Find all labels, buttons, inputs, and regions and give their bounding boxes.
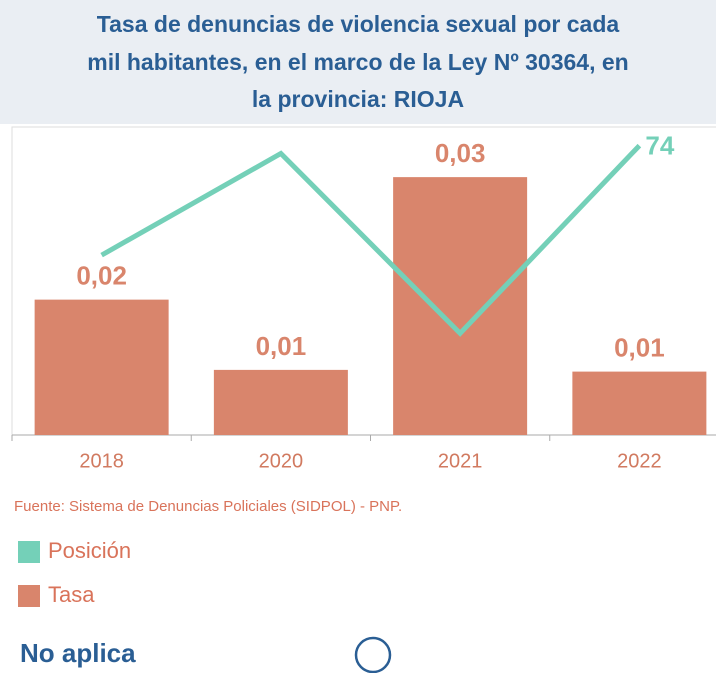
line <box>100 143 642 337</box>
x-tick-label: 2020 <box>259 450 304 472</box>
title-band <box>0 0 716 124</box>
bar <box>213 369 348 435</box>
data-label: 0,01 <box>256 331 307 361</box>
chart-title: Tasa de denuncias de violencia sexual po… <box>97 11 620 37</box>
data-label: 0,01 <box>614 332 665 362</box>
legend-label: Posición <box>48 538 131 563</box>
chart-title: mil habitantes, en el marco de la Ley Nº… <box>87 49 628 75</box>
data-label: 0,02 <box>76 261 127 291</box>
x-tick-label: 2018 <box>79 450 124 472</box>
note: No aplica <box>20 638 136 668</box>
bar <box>572 371 707 435</box>
legend-label: Tasa <box>48 582 95 607</box>
data-label: 74 <box>645 131 674 161</box>
status-icon <box>354 636 392 673</box>
source: Fuente: Sistema de Denuncias Policiales … <box>14 498 402 515</box>
legend-swatch <box>18 541 40 563</box>
data-label: 0,03 <box>435 138 486 168</box>
x-tick-label: 2021 <box>438 450 483 472</box>
x-tick-label: 2022 <box>617 450 662 472</box>
bar <box>393 177 528 435</box>
bar <box>34 299 169 435</box>
legend-swatch <box>18 585 40 607</box>
chart-title: la provincia: RIOJA <box>252 86 464 112</box>
